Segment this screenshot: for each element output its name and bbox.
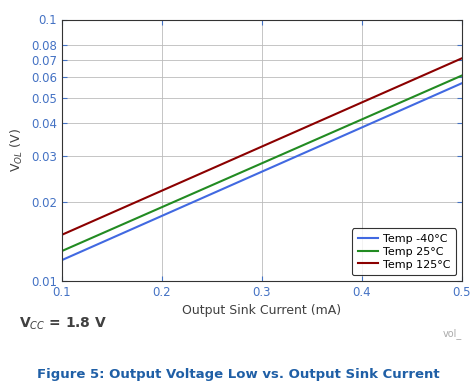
Text: vol_: vol_ [443,328,462,339]
X-axis label: Output Sink Current (mA): Output Sink Current (mA) [182,304,341,317]
Legend: Temp -40°C, Temp 25°C, Temp 125°C: Temp -40°C, Temp 25°C, Temp 125°C [352,229,456,275]
Y-axis label: V$_{OL}$ (V): V$_{OL}$ (V) [10,128,25,172]
Text: V$_{CC}$ = 1.8 V: V$_{CC}$ = 1.8 V [19,316,107,332]
Text: Figure 5: Output Voltage Low vs. Output Sink Current: Figure 5: Output Voltage Low vs. Output … [37,368,439,381]
